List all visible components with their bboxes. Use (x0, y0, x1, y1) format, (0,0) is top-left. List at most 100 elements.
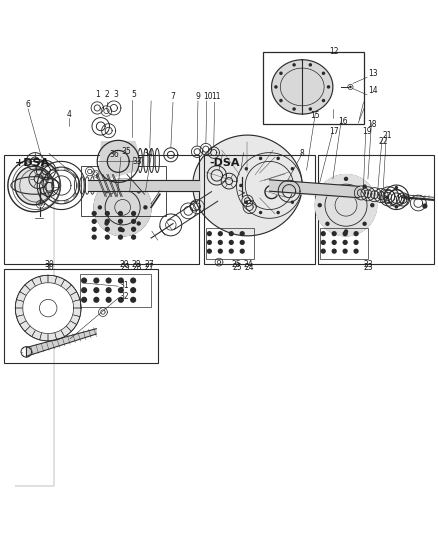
Text: 29: 29 (120, 263, 130, 272)
Circle shape (321, 240, 326, 245)
Text: 16: 16 (338, 117, 347, 126)
Circle shape (105, 227, 110, 232)
Circle shape (229, 240, 234, 245)
Circle shape (218, 240, 223, 245)
Circle shape (104, 189, 109, 193)
Text: 21: 21 (383, 132, 392, 141)
Circle shape (244, 167, 248, 171)
Text: 24: 24 (245, 263, 254, 272)
Circle shape (344, 229, 348, 233)
Circle shape (130, 287, 136, 293)
Circle shape (118, 227, 123, 232)
Text: 11: 11 (211, 92, 221, 101)
Circle shape (207, 248, 212, 254)
Circle shape (118, 211, 123, 216)
Ellipse shape (53, 199, 59, 203)
Circle shape (259, 211, 262, 214)
Circle shape (81, 297, 87, 303)
Bar (81, 166, 166, 216)
Circle shape (395, 186, 398, 189)
Polygon shape (26, 329, 96, 356)
Text: 1: 1 (95, 90, 99, 99)
Circle shape (131, 235, 136, 240)
Text: 17: 17 (329, 127, 339, 136)
Circle shape (143, 205, 148, 209)
Text: 30: 30 (44, 263, 54, 272)
Polygon shape (193, 135, 302, 236)
Circle shape (207, 231, 212, 236)
Circle shape (105, 235, 110, 240)
Text: 3: 3 (113, 90, 119, 99)
Circle shape (259, 157, 262, 160)
Text: 23: 23 (363, 261, 373, 269)
Text: 27: 27 (145, 263, 154, 272)
Text: 6: 6 (25, 100, 31, 109)
Circle shape (343, 248, 348, 254)
Circle shape (92, 211, 97, 216)
Circle shape (120, 182, 125, 187)
Circle shape (92, 235, 97, 240)
Circle shape (104, 221, 109, 225)
Ellipse shape (64, 168, 69, 172)
Circle shape (81, 287, 87, 293)
Circle shape (291, 200, 294, 204)
Text: 14: 14 (368, 86, 378, 95)
Bar (263, 52, 364, 124)
Text: 28: 28 (132, 261, 141, 269)
Text: 10: 10 (203, 92, 212, 101)
Circle shape (353, 231, 359, 236)
Circle shape (131, 211, 136, 216)
Polygon shape (15, 275, 81, 341)
Text: 18: 18 (367, 119, 377, 128)
Circle shape (296, 184, 300, 187)
Text: 33: 33 (132, 157, 142, 166)
Circle shape (92, 227, 97, 232)
Circle shape (118, 287, 124, 293)
Bar (80, 274, 151, 307)
Text: 12: 12 (329, 47, 339, 56)
Circle shape (130, 278, 136, 284)
Circle shape (240, 240, 245, 245)
Circle shape (353, 240, 359, 245)
Bar (318, 155, 434, 264)
Polygon shape (112, 174, 122, 197)
Bar (4, 155, 199, 264)
Ellipse shape (43, 183, 46, 188)
Polygon shape (23, 282, 74, 334)
Text: 23: 23 (363, 263, 373, 272)
Text: 30: 30 (44, 261, 54, 269)
Text: 15: 15 (311, 111, 320, 120)
Circle shape (244, 200, 248, 204)
Text: 34: 34 (143, 149, 153, 158)
Bar (320, 228, 368, 259)
Text: 36: 36 (110, 150, 120, 159)
Circle shape (98, 205, 102, 209)
Circle shape (404, 196, 408, 199)
Text: 31: 31 (120, 280, 129, 289)
Text: 4: 4 (66, 110, 71, 118)
Circle shape (131, 227, 136, 232)
Text: 2: 2 (105, 90, 110, 99)
Bar (4, 269, 158, 363)
Text: 32: 32 (120, 292, 129, 301)
Text: 22: 22 (378, 137, 388, 146)
Ellipse shape (76, 183, 80, 188)
Ellipse shape (64, 199, 69, 203)
Text: 25: 25 (232, 261, 241, 269)
Polygon shape (99, 142, 138, 181)
Circle shape (344, 177, 348, 181)
Ellipse shape (46, 173, 50, 178)
Circle shape (321, 248, 326, 254)
Ellipse shape (46, 193, 50, 198)
Circle shape (218, 248, 223, 254)
Circle shape (229, 231, 234, 236)
Circle shape (105, 219, 110, 224)
Circle shape (106, 278, 112, 284)
Circle shape (218, 231, 223, 236)
Circle shape (292, 63, 296, 67)
Circle shape (130, 297, 136, 303)
Circle shape (309, 107, 312, 111)
Circle shape (332, 240, 337, 245)
Circle shape (362, 184, 367, 189)
Circle shape (322, 71, 325, 75)
